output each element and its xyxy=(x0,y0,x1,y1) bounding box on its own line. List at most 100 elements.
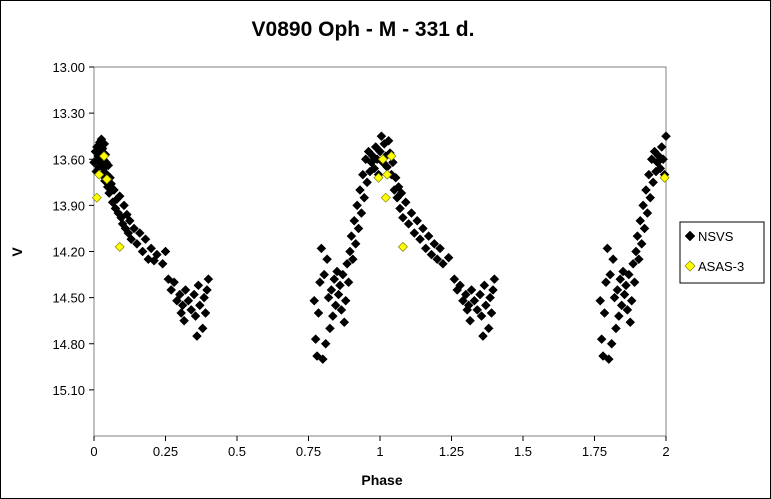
data-point xyxy=(488,285,498,295)
data-point xyxy=(478,331,488,341)
data-point xyxy=(180,285,191,295)
data-point xyxy=(475,289,485,300)
data-point xyxy=(638,200,648,211)
data-point xyxy=(621,280,631,291)
data-point xyxy=(189,289,199,300)
data-point xyxy=(157,258,168,269)
data-point xyxy=(176,308,187,318)
data-point xyxy=(177,300,188,311)
data-point xyxy=(639,223,650,234)
data-point xyxy=(658,154,668,165)
data-point xyxy=(322,254,332,265)
data-point xyxy=(352,200,362,211)
data-point xyxy=(397,241,408,252)
x-tick-label: 0.75 xyxy=(296,444,321,459)
x-axis-label: Phase xyxy=(361,472,402,488)
data-point xyxy=(659,172,670,183)
data-point xyxy=(166,285,177,295)
data-point xyxy=(339,317,350,328)
data-point xyxy=(114,241,125,252)
data-point xyxy=(326,285,337,295)
data-point xyxy=(661,131,671,142)
data-point xyxy=(642,208,653,218)
data-point xyxy=(174,289,185,300)
y-tick-label: 14.20 xyxy=(52,245,85,260)
legend-label-nsvs: NSVS xyxy=(698,229,734,244)
data-point xyxy=(622,305,633,315)
data-point xyxy=(129,223,139,234)
data-point xyxy=(486,308,497,318)
chart-title: V0890 Oph - M - 331 d. xyxy=(252,18,475,41)
data-point xyxy=(485,292,495,303)
series-nsvs xyxy=(89,131,671,364)
data-point xyxy=(655,163,666,174)
data-point xyxy=(319,269,330,280)
data-point xyxy=(190,311,201,321)
data-point xyxy=(472,305,483,315)
data-point xyxy=(309,295,320,306)
data-point xyxy=(310,334,321,344)
data-point xyxy=(359,192,370,203)
legend-marker-nsvs xyxy=(684,230,696,242)
data-point xyxy=(479,280,490,291)
data-point xyxy=(342,258,352,269)
data-point xyxy=(315,277,325,288)
data-point xyxy=(197,323,208,334)
data-point xyxy=(362,177,372,188)
data-point xyxy=(343,277,354,288)
data-point xyxy=(463,300,474,311)
data-point xyxy=(346,231,357,241)
data-point xyxy=(119,200,129,211)
data-point xyxy=(629,277,640,288)
legend: NSVS ASAS-3 xyxy=(679,221,765,284)
data-point xyxy=(192,331,202,341)
data-point xyxy=(438,258,448,269)
data-point xyxy=(193,280,204,291)
data-point xyxy=(347,254,358,265)
x-tick-label: 0 xyxy=(90,444,97,459)
data-point xyxy=(124,215,135,226)
data-point xyxy=(615,274,626,285)
data-point xyxy=(355,185,365,195)
data-point xyxy=(429,238,440,249)
data-point xyxy=(595,295,606,306)
data-point xyxy=(625,317,636,328)
data-point xyxy=(605,269,616,280)
y-axis: 13.00 13.30 13.60 13.90 14.20 14.50 14.80 15.10 xyxy=(52,60,94,398)
data-point xyxy=(380,192,391,203)
data-point xyxy=(633,254,644,265)
data-point xyxy=(656,142,667,152)
y-tick-label: 13.30 xyxy=(52,106,85,121)
y-tick-label: 14.50 xyxy=(52,291,85,306)
data-point xyxy=(383,135,394,146)
data-point xyxy=(183,295,194,306)
data-point xyxy=(152,249,162,260)
data-point xyxy=(489,274,500,285)
x-tick-label: 1.75 xyxy=(582,444,607,459)
data-point xyxy=(628,258,638,269)
data-point xyxy=(382,169,393,180)
data-point xyxy=(140,234,151,245)
data-point xyxy=(643,169,654,180)
data-point xyxy=(601,277,611,288)
data-point xyxy=(460,289,471,300)
data-point xyxy=(480,300,491,311)
data-point xyxy=(603,354,614,364)
data-point xyxy=(199,292,209,303)
x-tick-label: 0.25 xyxy=(153,444,178,459)
data-point xyxy=(353,223,364,234)
data-point xyxy=(426,249,437,260)
data-point xyxy=(203,274,214,285)
data-point xyxy=(412,215,423,226)
data-point xyxy=(415,234,425,245)
y-tick-label: 13.60 xyxy=(52,152,85,167)
data-point xyxy=(202,285,212,295)
data-point xyxy=(423,231,434,241)
data-point xyxy=(357,169,368,180)
data-point xyxy=(336,305,347,315)
data-point xyxy=(443,252,454,263)
data-point xyxy=(398,212,408,223)
data-point xyxy=(483,323,494,334)
x-axis: 0 0.25 0.5 0.75 1 1.25 1.5 1.75 2 xyxy=(90,436,670,459)
data-point xyxy=(160,246,171,257)
